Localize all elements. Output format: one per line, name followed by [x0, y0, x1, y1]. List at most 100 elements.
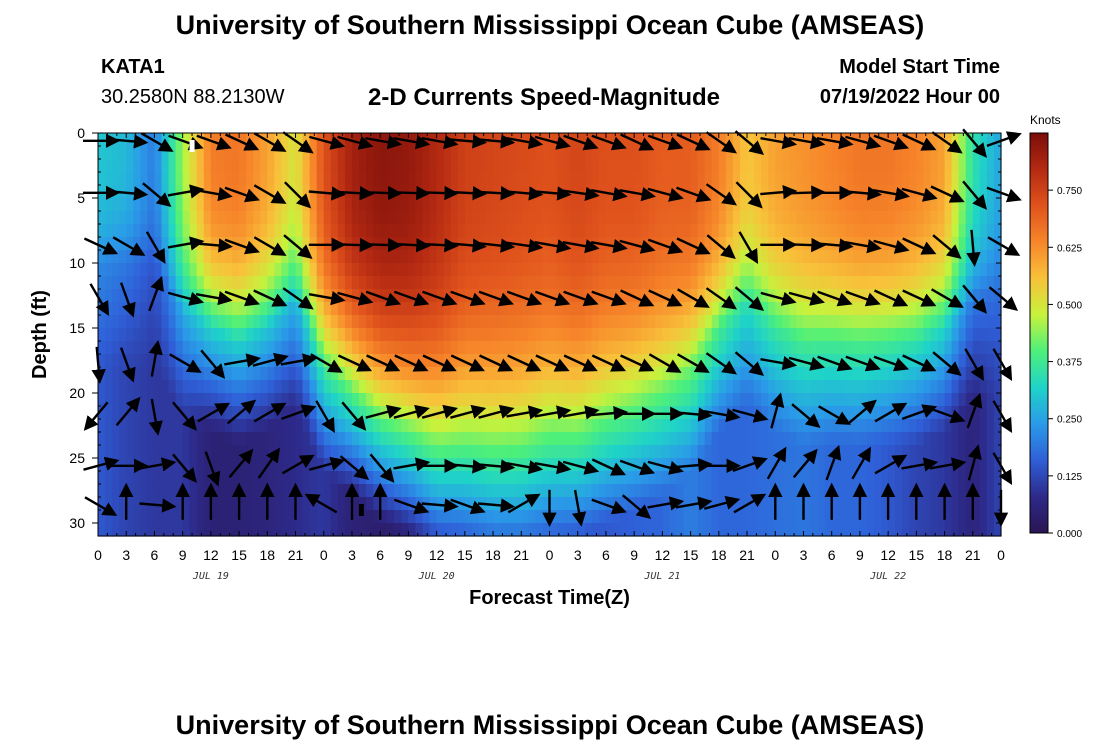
heat-cell: [718, 393, 727, 407]
heat-cell: [175, 419, 184, 433]
heat-cell: [267, 523, 275, 537]
heat-cell: [782, 354, 790, 368]
heat-cell: [281, 341, 290, 355]
heat-cell: [436, 315, 445, 329]
heat-cell: [648, 198, 656, 212]
heat-cell: [464, 432, 473, 446]
heat-cell: [189, 341, 198, 355]
heat-cell: [246, 432, 254, 446]
heat-cell: [500, 458, 508, 472]
heat-cell: [260, 276, 268, 290]
heat-cell: [754, 354, 762, 368]
heat-cell: [944, 432, 953, 446]
heat-cell: [140, 302, 148, 316]
heat-cell: [690, 315, 699, 329]
heat-cell: [288, 380, 297, 394]
heat-cell: [401, 146, 410, 160]
heat-cell: [316, 341, 325, 355]
current-vector: [760, 356, 798, 371]
heat-cell: [648, 380, 656, 394]
current-vector: [449, 238, 487, 253]
heat-cell: [224, 510, 233, 524]
heat-cell: [775, 133, 783, 147]
heat-cell: [429, 419, 438, 433]
heat-cell: [373, 159, 381, 173]
heat-cell: [725, 315, 734, 329]
heat-cell: [274, 211, 283, 225]
heat-cell: [168, 315, 177, 329]
heat-cell: [486, 198, 494, 212]
heat-cell: [965, 393, 974, 407]
heat-cell: [450, 211, 459, 225]
heat-cell: [732, 237, 741, 251]
heat-cell: [627, 146, 635, 160]
heat-cell: [344, 367, 353, 381]
heat-cell: [210, 458, 219, 472]
heat-cell: [965, 432, 974, 446]
heat-cell: [570, 471, 579, 485]
heat-cell: [260, 380, 268, 394]
current-vector: [337, 135, 374, 150]
heat-cell: [471, 328, 480, 342]
heat-cell: [697, 432, 706, 446]
heat-cell: [344, 523, 353, 537]
heat-cell: [203, 211, 212, 225]
heat-cell: [119, 159, 127, 173]
heat-cell: [556, 172, 565, 186]
heat-cell: [739, 146, 748, 160]
heat-cell: [881, 471, 889, 485]
heat-cell: [507, 224, 515, 238]
heat-cell: [598, 146, 607, 160]
heat-cell: [768, 250, 776, 264]
heat-cell: [979, 185, 988, 199]
heat-cell: [182, 393, 191, 407]
heat-cell: [119, 393, 127, 407]
heat-cell: [676, 484, 685, 498]
heat-cell: [704, 367, 713, 381]
heat-cell: [768, 211, 776, 225]
heat-cell: [239, 315, 247, 329]
heat-cell: [521, 445, 529, 459]
current-vector: [619, 187, 656, 202]
heat-cell: [147, 211, 156, 225]
heat-cell: [196, 497, 205, 511]
heat-cell: [598, 471, 607, 485]
heat-cell: [217, 484, 226, 498]
heat-cell: [387, 172, 395, 186]
heat-cell: [986, 510, 995, 524]
heat-cell: [965, 185, 974, 199]
heat-cell: [98, 172, 106, 186]
heat-cell: [993, 445, 1002, 459]
heat-cell: [732, 224, 741, 238]
heat-cell: [246, 367, 254, 381]
heat-cell: [697, 276, 706, 290]
heat-cell: [591, 471, 600, 485]
heat-cell: [704, 328, 713, 342]
x-tick-label: 18: [711, 547, 727, 563]
heat-cell: [373, 367, 381, 381]
current-vector: [534, 405, 572, 420]
heat-cell: [930, 484, 939, 498]
heat-cell: [620, 211, 628, 225]
heat-cell: [217, 458, 226, 472]
heat-cell: [528, 523, 536, 537]
heat-cell: [796, 159, 805, 173]
heat-cell: [500, 510, 508, 524]
current-vector: [705, 131, 738, 154]
heat-cell: [302, 263, 311, 277]
heat-cell: [881, 211, 889, 225]
heat-cell: [316, 302, 325, 316]
heat-cell: [824, 159, 833, 173]
current-vector: [647, 238, 684, 255]
model-start-value: 07/19/2022 Hour 00: [819, 86, 1000, 108]
heat-cell: [295, 237, 304, 251]
heat-cell: [344, 315, 353, 329]
heat-cell: [161, 146, 170, 160]
heat-cell: [895, 484, 903, 498]
heat-cell: [690, 224, 699, 238]
heat-cell: [344, 406, 353, 420]
heat-cell: [697, 406, 706, 420]
heat-cell: [210, 146, 219, 160]
heat-cell: [747, 211, 755, 225]
heat-cell: [133, 367, 141, 381]
